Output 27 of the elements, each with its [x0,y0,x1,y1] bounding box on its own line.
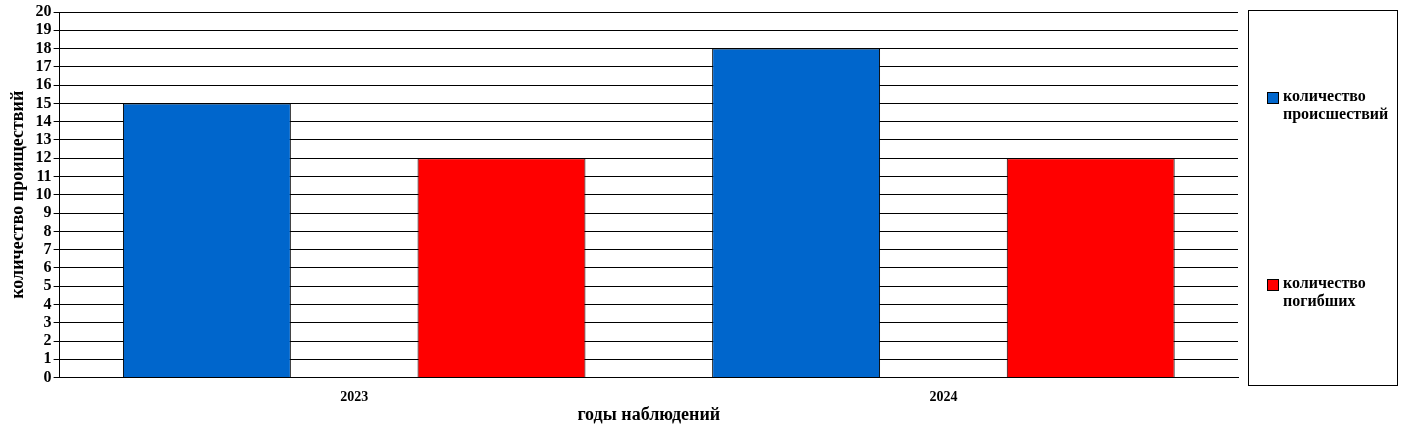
y-tick-label: 9 [43,203,52,221]
y-tick-label: 7 [43,239,52,257]
y-tick-label: 10 [35,184,52,202]
y-tick-label: 19 [35,20,52,38]
legend-label: количество происшествий [1283,86,1390,123]
y-tick-label: 11 [36,166,52,184]
y-tick-label: 13 [35,130,52,148]
y-tick-label: 15 [35,93,52,111]
y-axis-title: количество проиществий [7,90,28,299]
y-tick-label: 20 [35,2,52,20]
y-tick-label: 4 [43,294,52,312]
y-tick-label: 0 [43,367,52,385]
y-tick-label: 6 [43,258,52,276]
y-tick-label: 18 [35,38,52,56]
y-tick-label: 14 [35,111,52,129]
x-axis-title: годы наблюдений [577,403,721,424]
y-tick-label: 17 [35,56,52,74]
y-tick-label: 1 [43,349,52,367]
y-tick-label: 12 [35,148,52,166]
y-tick-label: 3 [43,312,52,330]
legend-label: количество погибших [1283,273,1367,310]
x-tick-label: 2023 [340,388,369,404]
x-tick-label: 2024 [929,388,958,404]
y-tick-label: 8 [43,221,52,239]
y-tick-label: 2 [43,331,52,349]
y-tick-label: 16 [35,75,52,93]
y-tick-label: 5 [43,276,52,294]
